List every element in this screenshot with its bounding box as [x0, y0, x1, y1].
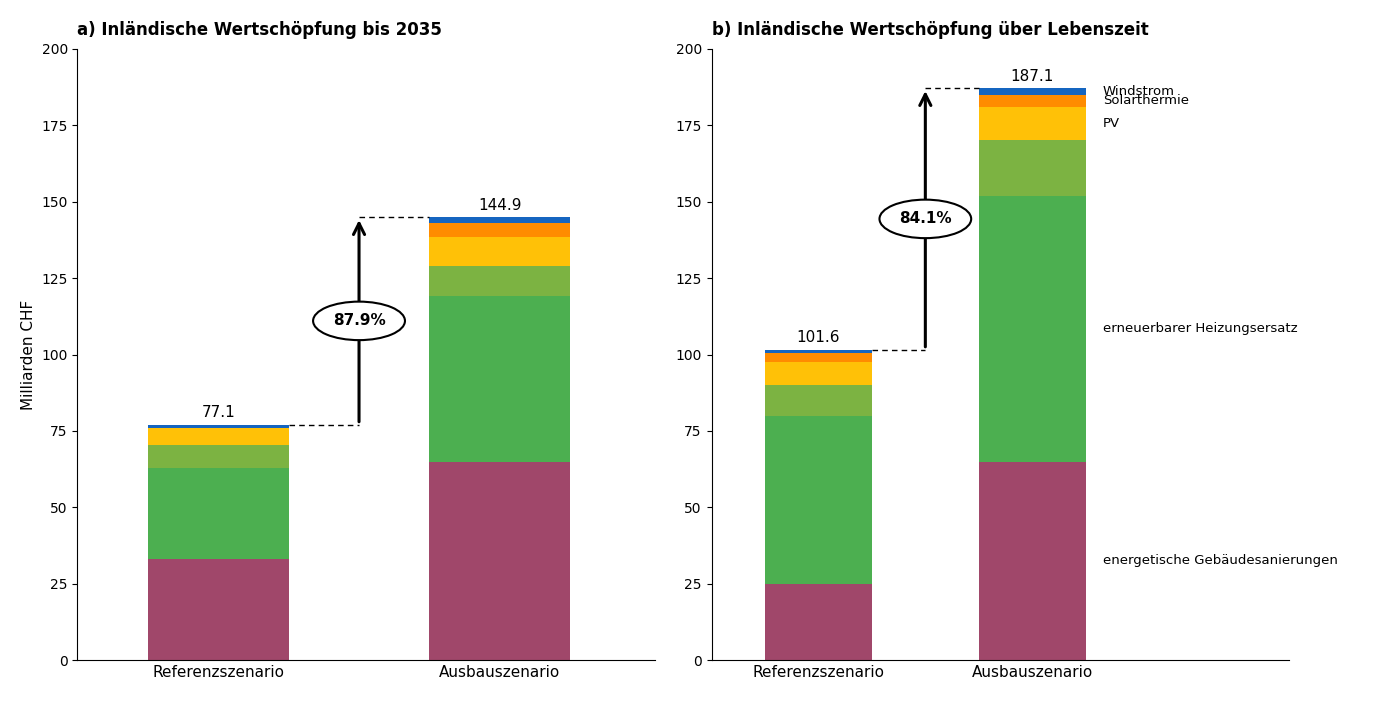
Bar: [430, 223, 570, 237]
Bar: [148, 425, 288, 428]
Bar: [430, 266, 570, 297]
Bar: [766, 385, 872, 416]
Text: Solarthermie: Solarthermie: [1103, 94, 1189, 107]
Bar: [148, 428, 288, 444]
Text: b) Inländische Wertschöpfung über Lebenszeit: b) Inländische Wertschöpfung über Lebens…: [712, 21, 1148, 39]
Text: 84.1%: 84.1%: [899, 212, 951, 226]
Bar: [766, 362, 872, 385]
Bar: [430, 237, 570, 266]
Bar: [766, 416, 872, 584]
Text: energetische Gebäudesanierungen: energetische Gebäudesanierungen: [1103, 554, 1337, 567]
Text: 101.6: 101.6: [796, 330, 841, 345]
Text: a) Inländische Wertschöpfung bis 2035: a) Inländische Wertschöpfung bis 2035: [78, 21, 442, 39]
Text: 87.9%: 87.9%: [333, 313, 386, 328]
Bar: [979, 107, 1086, 140]
Bar: [430, 297, 570, 461]
Bar: [979, 140, 1086, 196]
Bar: [430, 217, 570, 223]
Text: 77.1: 77.1: [201, 405, 236, 420]
Bar: [430, 461, 570, 660]
Text: PV: PV: [1103, 117, 1119, 130]
Bar: [766, 584, 872, 660]
Bar: [979, 88, 1086, 95]
Bar: [766, 353, 872, 362]
Bar: [979, 461, 1086, 660]
Text: 144.9: 144.9: [479, 198, 522, 212]
Bar: [148, 468, 288, 559]
Bar: [766, 350, 872, 353]
Y-axis label: Milliarden CHF: Milliarden CHF: [21, 299, 36, 409]
Bar: [148, 444, 288, 468]
Text: erneuerbarer Heizungsersatz: erneuerbarer Heizungsersatz: [1103, 322, 1297, 335]
Text: Windstrom: Windstrom: [1103, 85, 1175, 98]
Text: 187.1: 187.1: [1011, 69, 1054, 83]
Bar: [148, 559, 288, 660]
Bar: [979, 95, 1086, 107]
Bar: [979, 196, 1086, 461]
